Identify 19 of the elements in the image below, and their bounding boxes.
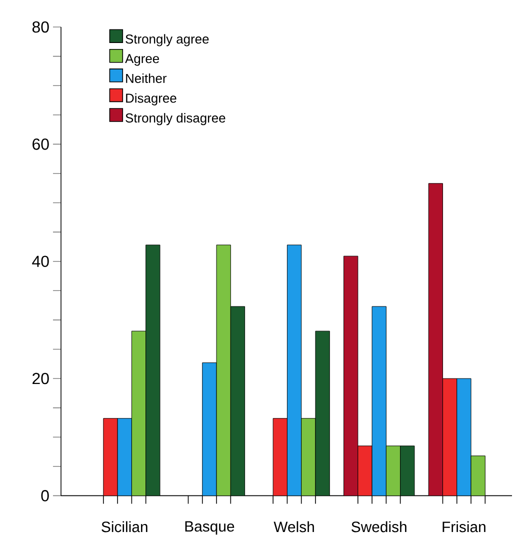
x-tick-label: Basque xyxy=(185,521,234,535)
legend-label: Strongly agree xyxy=(126,34,209,46)
bar xyxy=(442,378,458,496)
legend-label: Neither xyxy=(126,73,167,83)
x-tick-label: Sicilian xyxy=(102,521,148,532)
legend-label: Strongly disagree xyxy=(126,113,226,126)
bar xyxy=(103,418,118,496)
y-tick-label: 60 xyxy=(32,138,49,150)
x-tick-label: Frisian xyxy=(442,521,486,532)
bar xyxy=(272,418,288,496)
x-tick-label: Swedish xyxy=(352,521,406,532)
y-tick-label: 80 xyxy=(32,21,49,33)
legend-label: Agree xyxy=(125,54,160,66)
x-tick-label: Welsh xyxy=(274,521,314,532)
y-tick-label: 20 xyxy=(32,372,49,384)
y-tick-label: 40 xyxy=(32,256,49,267)
legend-label: Disagree xyxy=(126,93,176,106)
y-tick-label: 0 xyxy=(41,490,49,502)
bar xyxy=(358,446,372,496)
